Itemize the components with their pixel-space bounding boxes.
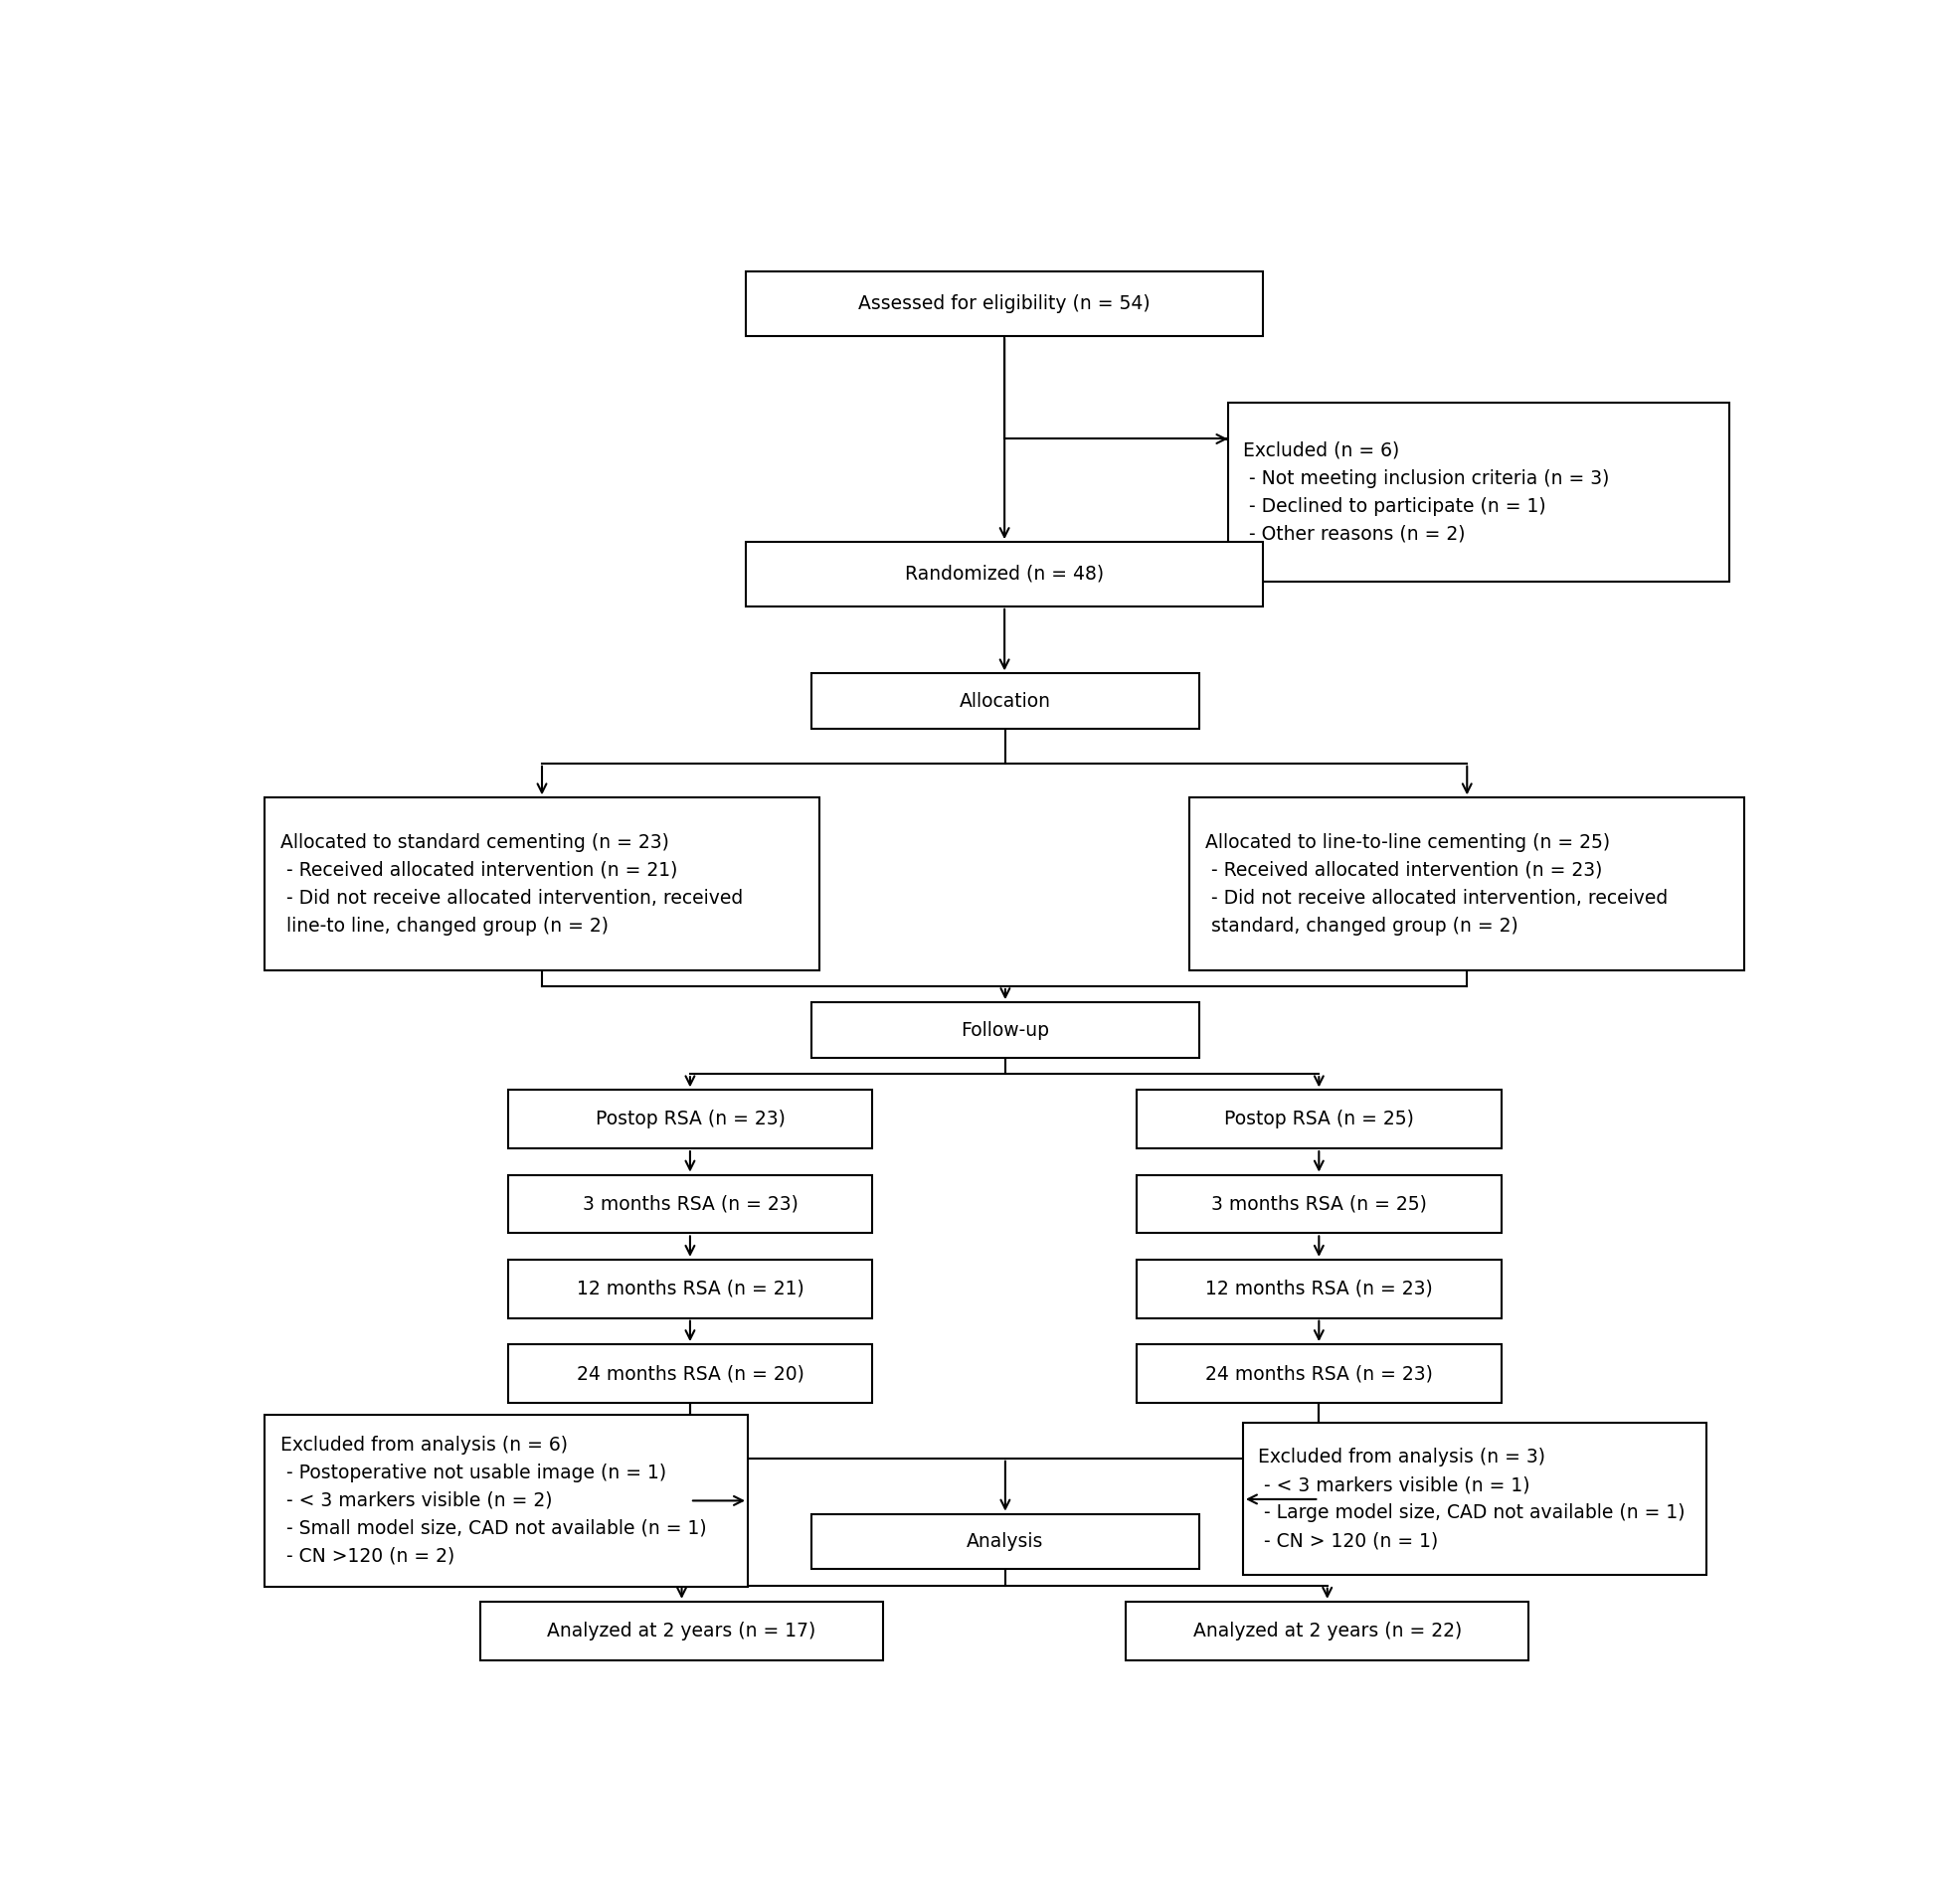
- Text: Analysis: Analysis: [966, 1532, 1045, 1551]
- FancyBboxPatch shape: [265, 797, 819, 970]
- FancyBboxPatch shape: [480, 1602, 882, 1661]
- FancyBboxPatch shape: [1137, 1344, 1501, 1403]
- Text: Excluded from analysis (n = 6)
 - Postoperative not usable image (n = 1)
 - < 3 : Excluded from analysis (n = 6) - Postope…: [280, 1435, 706, 1566]
- FancyBboxPatch shape: [265, 1414, 749, 1587]
- Text: Allocated to line-to-line cementing (n = 25)
 - Received allocated intervention : Allocated to line-to-line cementing (n =…: [1205, 833, 1668, 936]
- Text: 24 months RSA (n = 23): 24 months RSA (n = 23): [1205, 1365, 1433, 1384]
- Text: 3 months RSA (n = 25): 3 months RSA (n = 25): [1211, 1194, 1427, 1213]
- FancyBboxPatch shape: [811, 1515, 1200, 1570]
- Text: Assessed for eligibility (n = 54): Assessed for eligibility (n = 54): [858, 294, 1151, 313]
- FancyBboxPatch shape: [1190, 797, 1744, 970]
- FancyBboxPatch shape: [1137, 1089, 1501, 1148]
- FancyBboxPatch shape: [1137, 1175, 1501, 1234]
- Text: Allocated to standard cementing (n = 23)
 - Received allocated intervention (n =: Allocated to standard cementing (n = 23)…: [280, 833, 743, 936]
- Text: 12 months RSA (n = 21): 12 months RSA (n = 21): [576, 1279, 804, 1298]
- FancyBboxPatch shape: [747, 271, 1262, 336]
- Text: Excluded (n = 6)
 - Not meeting inclusion criteria (n = 3)
 - Declined to partic: Excluded (n = 6) - Not meeting inclusion…: [1243, 440, 1609, 543]
- Text: Analyzed at 2 years (n = 22): Analyzed at 2 years (n = 22): [1194, 1621, 1462, 1640]
- FancyBboxPatch shape: [1227, 402, 1729, 581]
- Text: Postop RSA (n = 23): Postop RSA (n = 23): [596, 1110, 784, 1129]
- Text: Postop RSA (n = 25): Postop RSA (n = 25): [1225, 1110, 1413, 1129]
- Text: Randomized (n = 48): Randomized (n = 48): [906, 566, 1103, 583]
- FancyBboxPatch shape: [811, 1002, 1200, 1057]
- FancyBboxPatch shape: [1137, 1260, 1501, 1317]
- FancyBboxPatch shape: [508, 1175, 872, 1234]
- FancyBboxPatch shape: [508, 1089, 872, 1148]
- FancyBboxPatch shape: [747, 543, 1262, 605]
- Text: Analyzed at 2 years (n = 17): Analyzed at 2 years (n = 17): [547, 1621, 815, 1640]
- Text: 12 months RSA (n = 23): 12 months RSA (n = 23): [1205, 1279, 1433, 1298]
- FancyBboxPatch shape: [508, 1260, 872, 1317]
- FancyBboxPatch shape: [811, 674, 1200, 729]
- Text: Allocation: Allocation: [960, 693, 1051, 710]
- Text: 3 months RSA (n = 23): 3 months RSA (n = 23): [582, 1194, 798, 1213]
- Text: Excluded from analysis (n = 3)
 - < 3 markers visible (n = 1)
 - Large model siz: Excluded from analysis (n = 3) - < 3 mar…: [1258, 1448, 1686, 1551]
- FancyBboxPatch shape: [1125, 1602, 1529, 1661]
- Text: 24 months RSA (n = 20): 24 months RSA (n = 20): [576, 1365, 804, 1384]
- Text: Follow-up: Follow-up: [960, 1021, 1049, 1040]
- FancyBboxPatch shape: [508, 1344, 872, 1403]
- FancyBboxPatch shape: [1243, 1424, 1707, 1575]
